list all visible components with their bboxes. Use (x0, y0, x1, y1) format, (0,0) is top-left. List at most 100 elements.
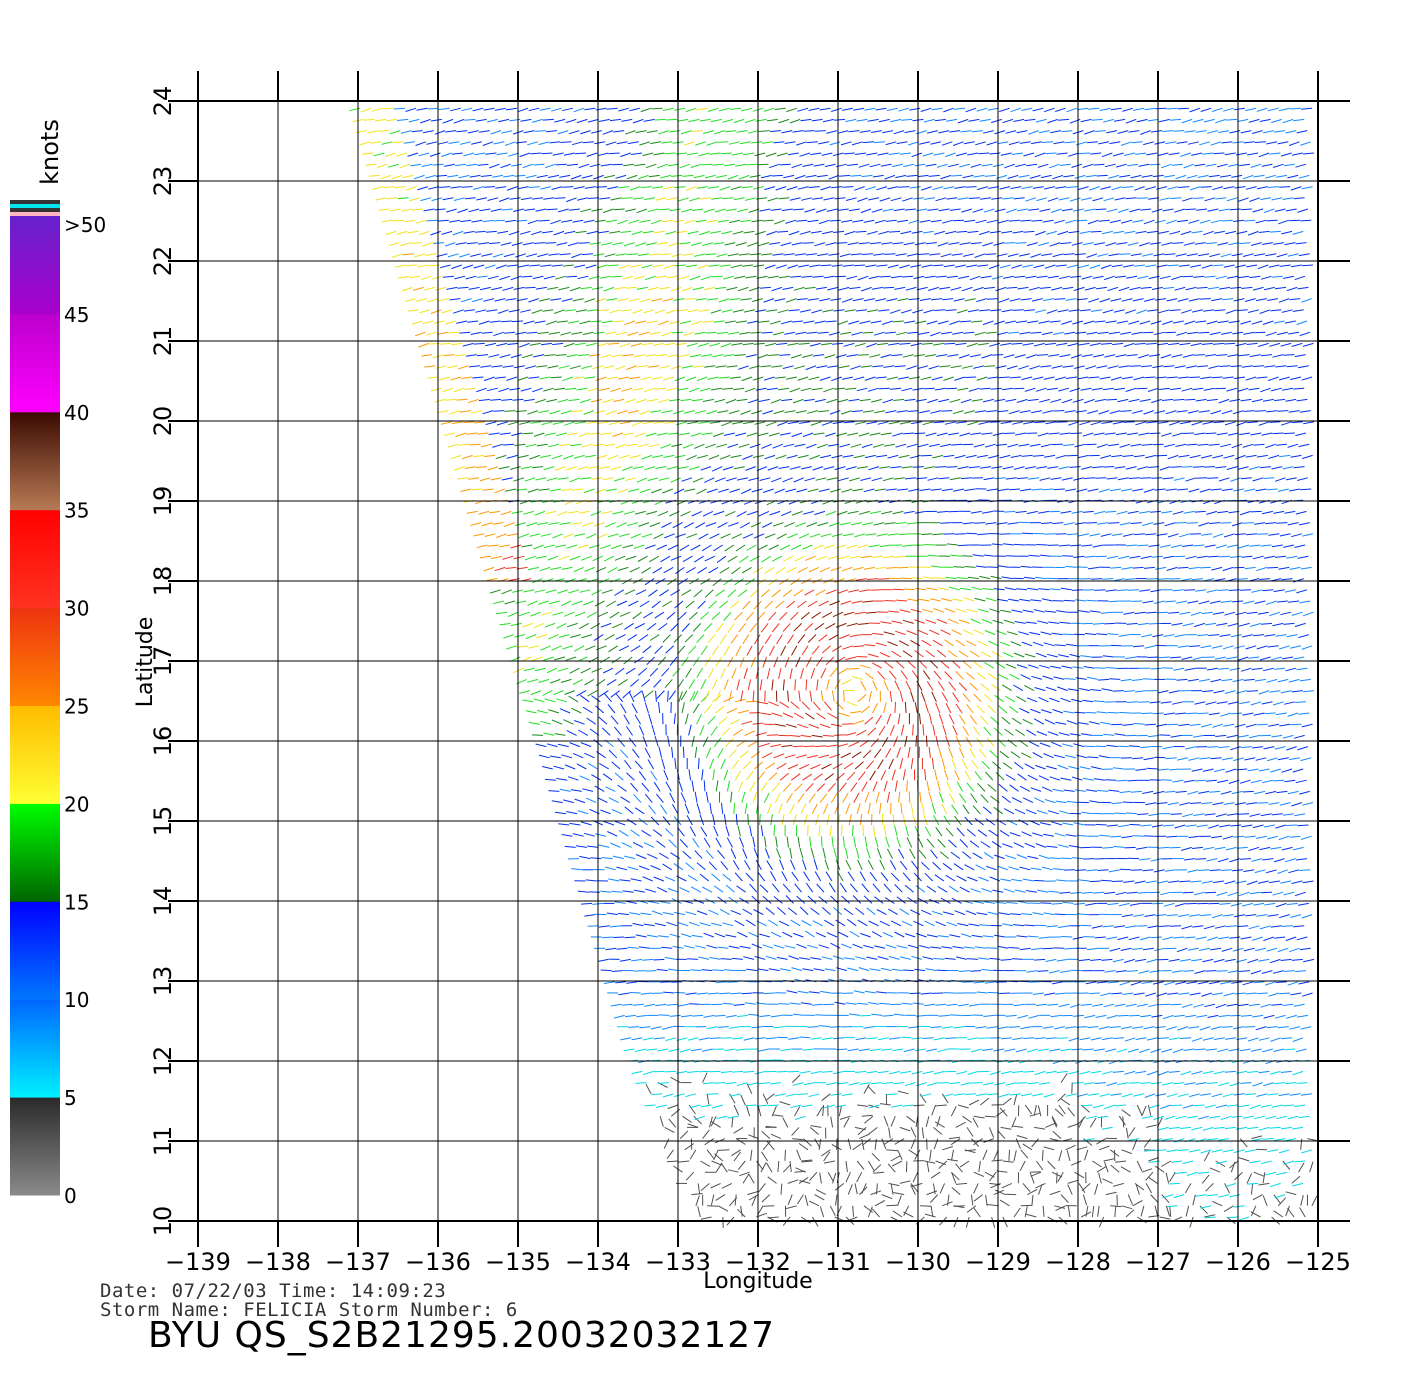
wind-vector (1183, 510, 1195, 514)
wind-vector (720, 1162, 728, 1173)
wind-vector (750, 751, 761, 759)
wind-vector (837, 398, 849, 403)
wind-vector (1172, 432, 1183, 437)
wind-vector (993, 1048, 1005, 1052)
wind-vector (783, 555, 794, 562)
wind-vector (1274, 477, 1286, 482)
wind-vector (1210, 947, 1222, 951)
wind-vector (493, 600, 504, 605)
wind-vector (1098, 1216, 1105, 1228)
wind-vector (1052, 868, 1064, 871)
wind-vector (991, 651, 1003, 658)
wind-vector (777, 421, 788, 427)
wind-vector (1143, 488, 1155, 493)
wind-vector (956, 781, 964, 792)
wind-vector (1210, 678, 1222, 683)
wind-vector (940, 522, 952, 524)
wind-vector (716, 1115, 728, 1120)
wind-vector (1229, 1160, 1239, 1169)
wind-vector (1030, 708, 1041, 714)
wind-vector (681, 623, 690, 632)
wind-vector (1215, 1104, 1227, 1109)
wind-vector (647, 477, 659, 482)
wind-vector (568, 398, 580, 402)
wind-vector (1227, 1104, 1239, 1107)
wind-vector (781, 744, 793, 748)
wind-vector (1150, 1048, 1162, 1053)
wind-vector (896, 599, 908, 602)
wind-vector (534, 589, 546, 593)
wind-vector (635, 1082, 647, 1084)
wind-vector (1263, 1082, 1274, 1087)
wind-vector (856, 729, 867, 736)
wind-vector (1215, 1003, 1227, 1009)
wind-vector (989, 421, 1001, 423)
wind-vector (1298, 981, 1310, 985)
wind-vector (649, 634, 660, 641)
wind-vector (782, 931, 793, 938)
wind-vector (734, 578, 744, 586)
wind-vector (1210, 488, 1222, 491)
wind-vector (1188, 566, 1200, 570)
wind-vector (909, 909, 921, 916)
wind-vector (824, 1104, 835, 1109)
wind-vector (1114, 466, 1126, 469)
wind-vector (1036, 730, 1048, 736)
wind-vector (976, 672, 987, 680)
wind-vector (1272, 891, 1284, 896)
wind-vector (999, 829, 1010, 837)
wind-vector (1005, 1082, 1017, 1086)
wind-vector (1300, 1026, 1312, 1030)
wind-vector (856, 803, 861, 814)
wind-vector (1020, 1026, 1032, 1030)
wind-vector (860, 1014, 872, 1017)
wind-vector (973, 629, 985, 636)
wind-vector (1168, 421, 1180, 426)
wind-vector (1112, 1070, 1124, 1073)
wind-vector (656, 690, 665, 699)
wind-vector (879, 920, 891, 927)
wind-vector (1038, 1082, 1050, 1085)
wind-vector (983, 1014, 995, 1017)
wind-vector (997, 945, 1009, 949)
wind-vector (600, 809, 611, 815)
wind-vector (729, 1093, 736, 1104)
wind-vector (1141, 634, 1153, 638)
wind-vector (1053, 488, 1065, 491)
wind-vector (941, 488, 953, 492)
wind-vector (659, 900, 671, 904)
wind-vector (1103, 733, 1115, 736)
wind-vector (749, 443, 761, 449)
wind-vector (1106, 1082, 1118, 1087)
wind-vector (1279, 454, 1291, 458)
wind-vector (737, 589, 748, 597)
wind-vector (889, 725, 895, 736)
wind-vector (468, 398, 479, 404)
wind-vector (1245, 645, 1257, 650)
wind-vector (1090, 689, 1102, 692)
wind-vector (1071, 776, 1083, 781)
wind-vector (981, 618, 993, 624)
wind-vector (890, 920, 902, 927)
wind-vector (1167, 723, 1179, 726)
wind-vector (1271, 544, 1283, 548)
wind-vector (1198, 869, 1210, 871)
wind-vector (644, 1003, 656, 1007)
wind-vector (1226, 656, 1238, 660)
wind-vector (639, 600, 650, 608)
wind-vector (712, 578, 722, 587)
wind-vector (1168, 1182, 1180, 1185)
wind-vector (821, 907, 831, 915)
wind-vector (900, 670, 908, 680)
wind-vector (583, 410, 595, 415)
wind-vector (1222, 1093, 1234, 1098)
wind-vector (930, 410, 942, 414)
wind-vector (477, 432, 489, 435)
wind-vector (1270, 925, 1282, 928)
wind-vector (799, 847, 804, 859)
wind-vector (1222, 914, 1234, 917)
wind-vector (627, 522, 638, 527)
wind-vector (527, 410, 539, 415)
wind-vector (1001, 576, 1013, 580)
wind-vector (940, 598, 952, 602)
